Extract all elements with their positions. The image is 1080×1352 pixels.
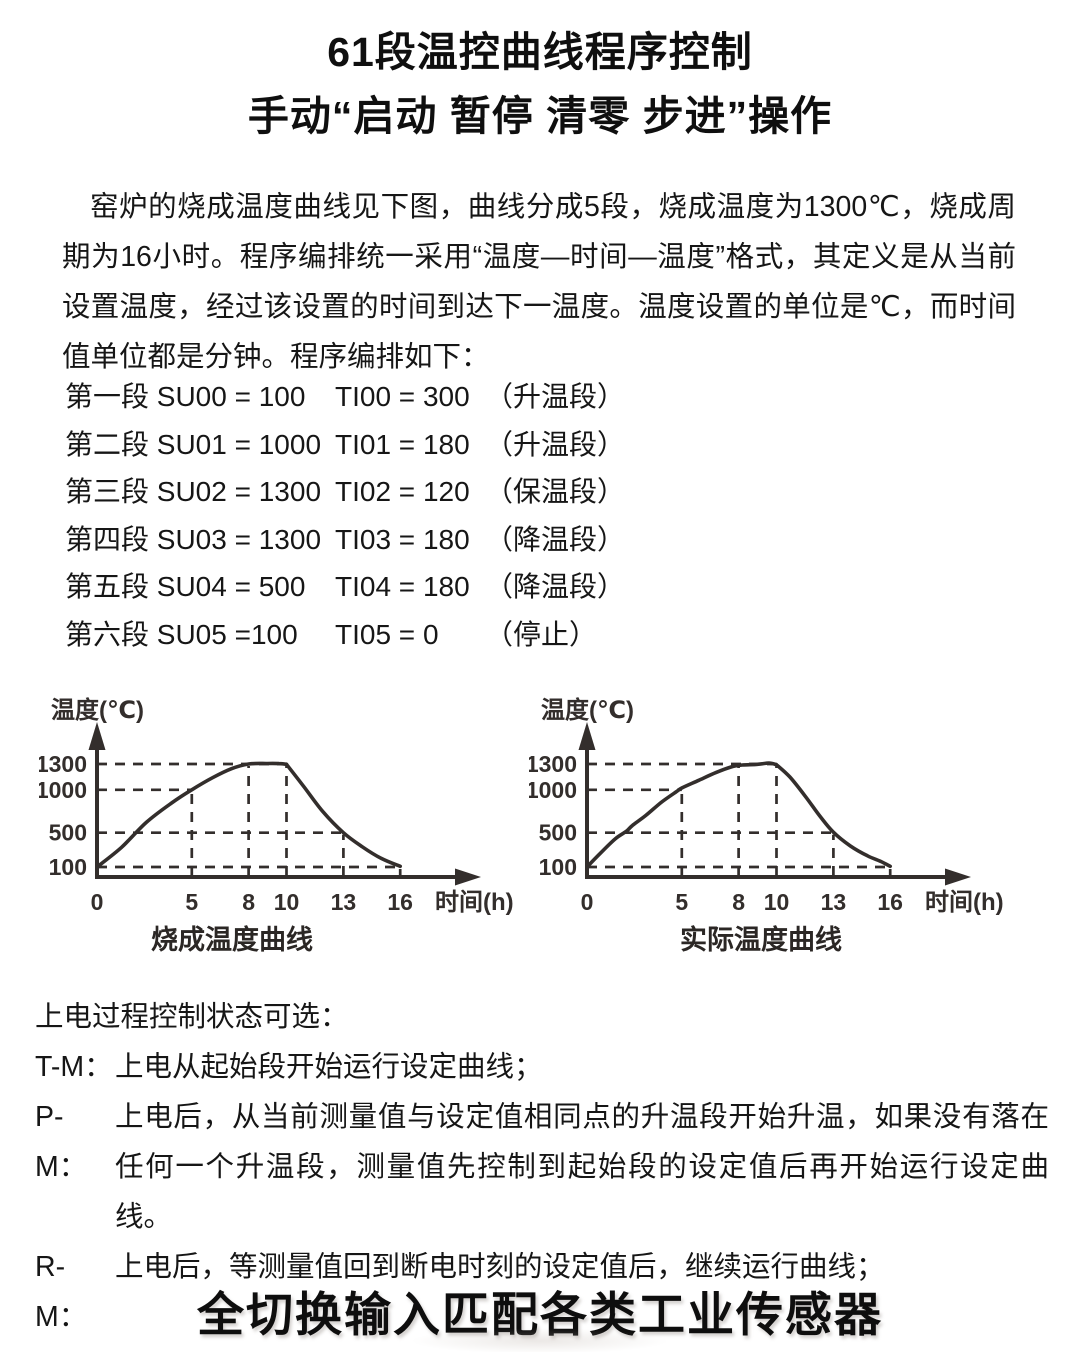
x-tick-label: 10 bbox=[764, 889, 790, 915]
program-row: 第四段 SU03 = 1300 TI03 = 180 （降温段） bbox=[65, 516, 1025, 564]
x-tick-label: 13 bbox=[821, 889, 847, 915]
page-subtitle: 手动“启动 暂停 清零 步进”操作 bbox=[247, 93, 833, 139]
x-tick-label: 0 bbox=[581, 889, 594, 915]
x-axis-arrow bbox=[945, 868, 971, 886]
mode-label: T-M： bbox=[35, 1051, 113, 1083]
program-seg-su: 第六段 SU05 =100 bbox=[65, 618, 298, 650]
y-tick-label: 100 bbox=[539, 854, 577, 880]
mode-description: 上电从起始段开始运行设定曲线； bbox=[115, 1051, 543, 1083]
program-ti: TI00 = 300 bbox=[335, 381, 470, 412]
chart-actual-temperature-curve: 1300 1000 500 100 0 5 8 10 13 16 温度(℃) 时间(h) 实际温度曲线 bbox=[529, 694, 1021, 957]
bottom-title: 全切换输入匹配各类工业传感器 bbox=[197, 1288, 883, 1341]
y-axis-title: 温度(℃) bbox=[51, 696, 144, 724]
chart-caption-firing: 烧成温度曲线 bbox=[151, 925, 313, 955]
program-ti: TI04 = 180 bbox=[335, 571, 470, 603]
program-seg-su: 第四段 SU03 = 1300 bbox=[65, 523, 322, 555]
x-axis-title: 时间(h) bbox=[435, 889, 514, 916]
program-row: 第一段 SU00 = 100 TI00 = 300 （升温段） bbox=[65, 373, 1025, 421]
program-ti: TI05 = 0 bbox=[335, 618, 439, 650]
mode-label: P-M： bbox=[35, 1101, 88, 1183]
y-axis-title: 温度(℃) bbox=[541, 696, 634, 724]
y-tick-label: 100 bbox=[49, 854, 87, 880]
x-tick-label: 16 bbox=[387, 889, 413, 915]
y-tick-label: 1300 bbox=[529, 751, 577, 777]
x-axis-title: 时间(h) bbox=[925, 889, 1004, 916]
power-on-mode-item: R-M： 上电后，等测量值回到断电时刻的设定值后，继续运行曲线； bbox=[35, 1242, 1049, 1342]
page-title: 61段温控曲线程序控制 bbox=[327, 29, 753, 75]
power-on-heading: 上电过程控制状态可选： bbox=[35, 1001, 349, 1033]
program-note: （降温段） bbox=[485, 523, 626, 555]
program-note: （降温段） bbox=[485, 571, 626, 603]
program-seg-su: 第五段 SU04 = 500 bbox=[65, 571, 306, 603]
x-tick-label: 8 bbox=[732, 889, 745, 915]
x-tick-label: 5 bbox=[675, 889, 688, 915]
y-tick-label: 500 bbox=[49, 820, 87, 846]
y-axis-arrow bbox=[88, 722, 106, 750]
power-on-modes-section: 上电过程控制状态可选： T-M： 上电从起始段开始运行设定曲线； P-M： 上电后，从… bbox=[35, 992, 1049, 1342]
x-tick-label: 0 bbox=[91, 889, 104, 915]
mode-description: 上电后，等测量值回到断电时刻的设定值后，继续运行曲线； bbox=[115, 1251, 885, 1283]
program-row: 第二段 SU01 = 1000 TI01 = 180 （升温段） bbox=[65, 421, 1025, 469]
program-note: （停止） bbox=[485, 618, 598, 650]
mode-label: R-M： bbox=[35, 1251, 88, 1333]
x-tick-label: 5 bbox=[185, 889, 198, 915]
program-ti: TI01 = 180 bbox=[335, 428, 470, 460]
intro-paragraph: 窑炉的烧成温度曲线见下图，曲线分成5段，烧成温度为1300℃，烧成周期为16小时… bbox=[62, 191, 1016, 373]
temperature-curve bbox=[95, 761, 402, 869]
chart-caption-actual: 实际温度曲线 bbox=[680, 925, 842, 955]
y-axis-arrow bbox=[578, 722, 596, 750]
program-seg-su: 第三段 SU02 = 1300 bbox=[65, 476, 322, 508]
program-row: 第三段 SU02 = 1300 TI02 = 120 （保温段） bbox=[65, 468, 1025, 516]
program-segment-list: 第一段 SU00 = 100 TI00 = 300 （升温段） 第二段 SU01 = … bbox=[65, 373, 1025, 659]
power-on-mode-item: T-M： 上电从起始段开始运行设定曲线； bbox=[35, 1042, 1049, 1092]
x-tick-label: 8 bbox=[242, 889, 255, 915]
program-ti: TI03 = 180 bbox=[335, 523, 470, 555]
y-tick-label: 1000 bbox=[529, 777, 577, 803]
scan-smudge-artifact bbox=[410, 1328, 670, 1352]
program-note: （升温段） bbox=[485, 381, 626, 412]
program-seg-su: 第一段 SU00 = 100 bbox=[65, 381, 306, 412]
program-row: 第六段 SU05 =100 TI05 = 0 （停止） bbox=[65, 611, 1025, 659]
program-row: 第五段 SU04 = 500 TI04 = 180 （降温段） bbox=[65, 563, 1025, 611]
program-seg-su: 第二段 SU01 = 1000 bbox=[65, 428, 322, 460]
x-tick-label: 10 bbox=[274, 889, 300, 915]
y-tick-label: 500 bbox=[539, 820, 577, 846]
temperature-curve bbox=[585, 761, 892, 869]
mode-description: 上电后，从当前测量值与设定值相同点的升温段开始升温，如果没有落在任何一个升温段，… bbox=[115, 1101, 1049, 1233]
program-note: （保温段） bbox=[485, 476, 626, 508]
y-tick-label: 1300 bbox=[39, 751, 87, 777]
x-tick-label: 16 bbox=[877, 889, 903, 915]
x-tick-label: 13 bbox=[331, 889, 357, 915]
power-on-mode-list: T-M： 上电从起始段开始运行设定曲线； P-M： 上电后，从当前测量值与设定值相同点… bbox=[35, 1042, 1049, 1342]
program-note: （升温段） bbox=[485, 428, 626, 460]
program-ti: TI02 = 120 bbox=[335, 476, 470, 508]
y-tick-label: 1000 bbox=[39, 777, 87, 803]
x-axis-arrow bbox=[455, 868, 481, 886]
chart-firing-temperature-curve: 1300 1000 500 100 0 5 8 10 13 16 温度(℃) 时间(h) 烧成温度曲线 bbox=[39, 694, 531, 957]
power-on-mode-item: P-M： 上电后，从当前测量值与设定值相同点的升温段开始升温，如果没有落在任何一个… bbox=[35, 1092, 1049, 1242]
